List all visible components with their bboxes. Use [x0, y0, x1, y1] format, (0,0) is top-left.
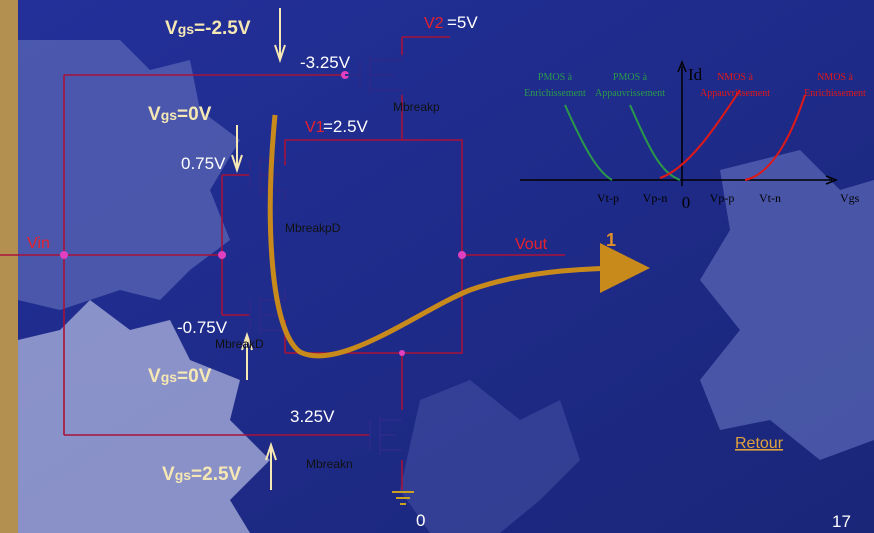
transistor-name: MbreakpD	[285, 221, 341, 235]
vgs-label: Vgs=2.5V	[162, 464, 242, 485]
supply-value: =5V	[447, 13, 478, 32]
net-label: Vin	[27, 235, 50, 252]
tick-label: Vt-n	[759, 191, 781, 205]
logic-level: 1	[606, 230, 616, 250]
ground-label: 0	[416, 511, 425, 530]
back-link[interactable]: Retour	[735, 435, 784, 452]
slide: Vgs=-2.5V V2 =5V -3.25V Mbreakp Vgs=0V V…	[0, 0, 874, 533]
curve-label-line: Enrichissement	[524, 88, 586, 99]
gate-voltage: -3.25V	[300, 53, 351, 72]
vgs-label: Vgs=0V	[148, 366, 212, 387]
supply-name: V2	[424, 15, 444, 32]
curve-label-line: NMOS à	[717, 72, 753, 83]
supply-name: V1	[305, 119, 325, 136]
page-number: 17	[832, 512, 851, 531]
tick-label: 0	[682, 193, 691, 212]
curve-label-line: Enrichissement	[804, 88, 866, 99]
curve-label-line: Appauvrissement	[700, 88, 770, 99]
tick-label: Vp-p	[710, 191, 735, 205]
gate-voltage: -0.75V	[177, 318, 228, 337]
left-strip	[0, 0, 18, 533]
supply-value: =2.5V	[323, 117, 369, 136]
net-label: Vout	[515, 236, 548, 253]
curve-label-line: PMOS à	[613, 72, 648, 83]
tick-label: Vp-n	[643, 191, 668, 205]
transistor-name: MbreakD	[215, 337, 264, 351]
gate-voltage: 0.75V	[181, 154, 226, 173]
curve-label-line: NMOS à	[817, 72, 853, 83]
gate-voltage: 3.25V	[290, 407, 335, 426]
vgs-label: Vgs=-2.5V	[165, 18, 251, 39]
vgs-label: Vgs=0V	[148, 104, 212, 125]
axis-label: Id	[688, 65, 703, 84]
transistor-name: Mbreakp	[393, 100, 440, 114]
axis-label: Vgs	[840, 191, 860, 205]
curve-label-line: PMOS à	[538, 72, 573, 83]
curve-label-line: Appauvrissement	[595, 88, 665, 99]
tick-label: Vt-p	[597, 191, 619, 205]
transistor-name: Mbreakn	[306, 457, 353, 471]
